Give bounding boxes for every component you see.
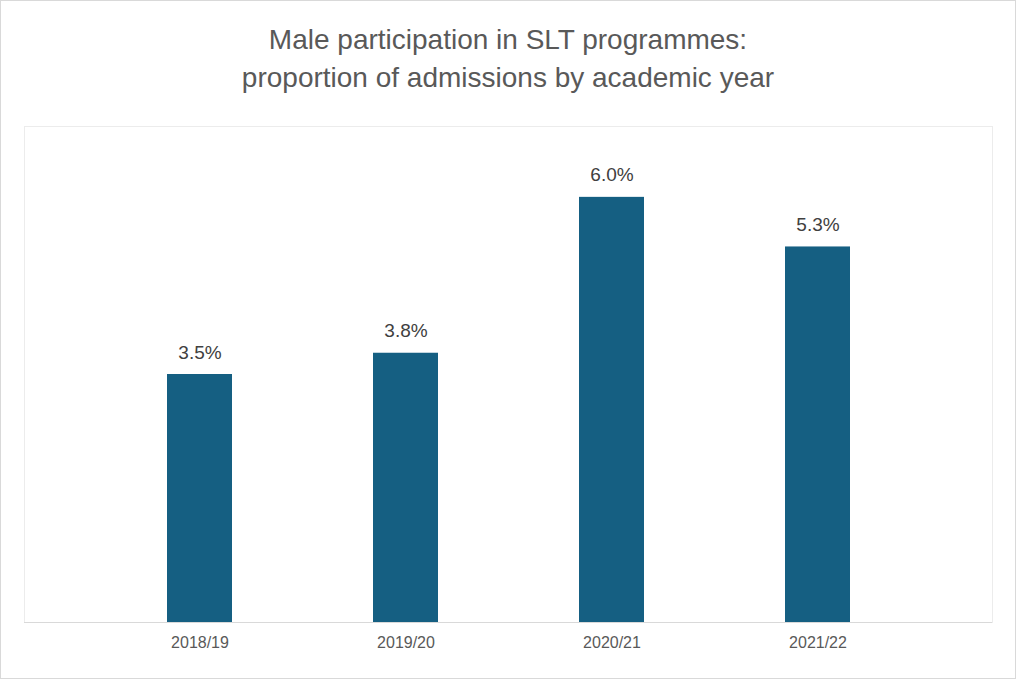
svg-text:2019/20: 2019/20 (377, 634, 435, 651)
svg-text:3.8%: 3.8% (384, 320, 427, 341)
html-text:Male participation in SLT prog: Male participation in SLT programmes: (268, 24, 748, 55)
svg-text:6.0%: 6.0% (590, 164, 633, 185)
svg-text:2021/22: 2021/22 (789, 634, 847, 651)
svg-text:5.3%: 5.3% (796, 214, 839, 235)
html-text:proportion of admissions by ac: proportion of admissions by academic yea… (241, 62, 775, 93)
svg-text:2018/19: 2018/19 (171, 634, 229, 651)
svg-text:3.5%: 3.5% (178, 342, 221, 363)
svg-text:2020/21: 2020/21 (583, 634, 641, 651)
